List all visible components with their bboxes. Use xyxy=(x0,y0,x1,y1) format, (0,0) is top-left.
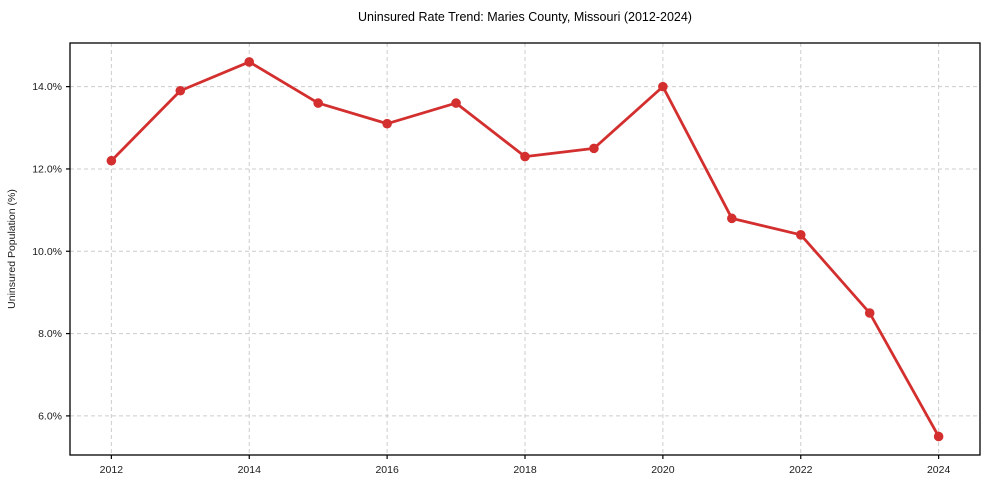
data-point xyxy=(451,98,461,108)
data-point xyxy=(106,155,117,166)
y-axis-label: Uninsured Population (%) xyxy=(6,189,18,309)
data-point xyxy=(313,98,323,108)
x-tick-label: 2016 xyxy=(375,464,399,476)
y-tick-label: 12.0% xyxy=(32,163,62,175)
x-tick-label: 2024 xyxy=(927,464,951,476)
x-tick-label: 2022 xyxy=(789,464,813,476)
data-point xyxy=(864,308,875,318)
data-series xyxy=(106,57,944,442)
data-point xyxy=(658,81,668,92)
tick-labels: 2012 2014 2016 2018 2020 2022 2024 6.0% 8.0% 10.0… xyxy=(32,81,950,476)
y-tick-label: 8.0% xyxy=(38,328,62,340)
data-point xyxy=(244,57,255,67)
x-tick-label: 2020 xyxy=(651,464,675,476)
data-point xyxy=(520,151,530,162)
axes xyxy=(66,42,981,459)
data-point xyxy=(795,230,806,240)
data-point xyxy=(727,213,737,224)
x-tick-label: 2014 xyxy=(238,464,262,476)
x-tick-label: 2018 xyxy=(513,464,537,476)
data-point xyxy=(382,118,392,129)
data-point xyxy=(175,85,186,96)
y-tick-label: 6.0% xyxy=(38,410,62,422)
data-point xyxy=(589,143,599,154)
y-tick-label: 10.0% xyxy=(32,246,62,258)
y-tick-label: 14.0% xyxy=(32,81,62,93)
gridlines xyxy=(70,43,980,455)
x-tick-label: 2012 xyxy=(100,464,124,476)
data-point xyxy=(933,431,944,442)
chart-title: Uninsured Rate Trend: Maries County, Mis… xyxy=(358,10,692,24)
